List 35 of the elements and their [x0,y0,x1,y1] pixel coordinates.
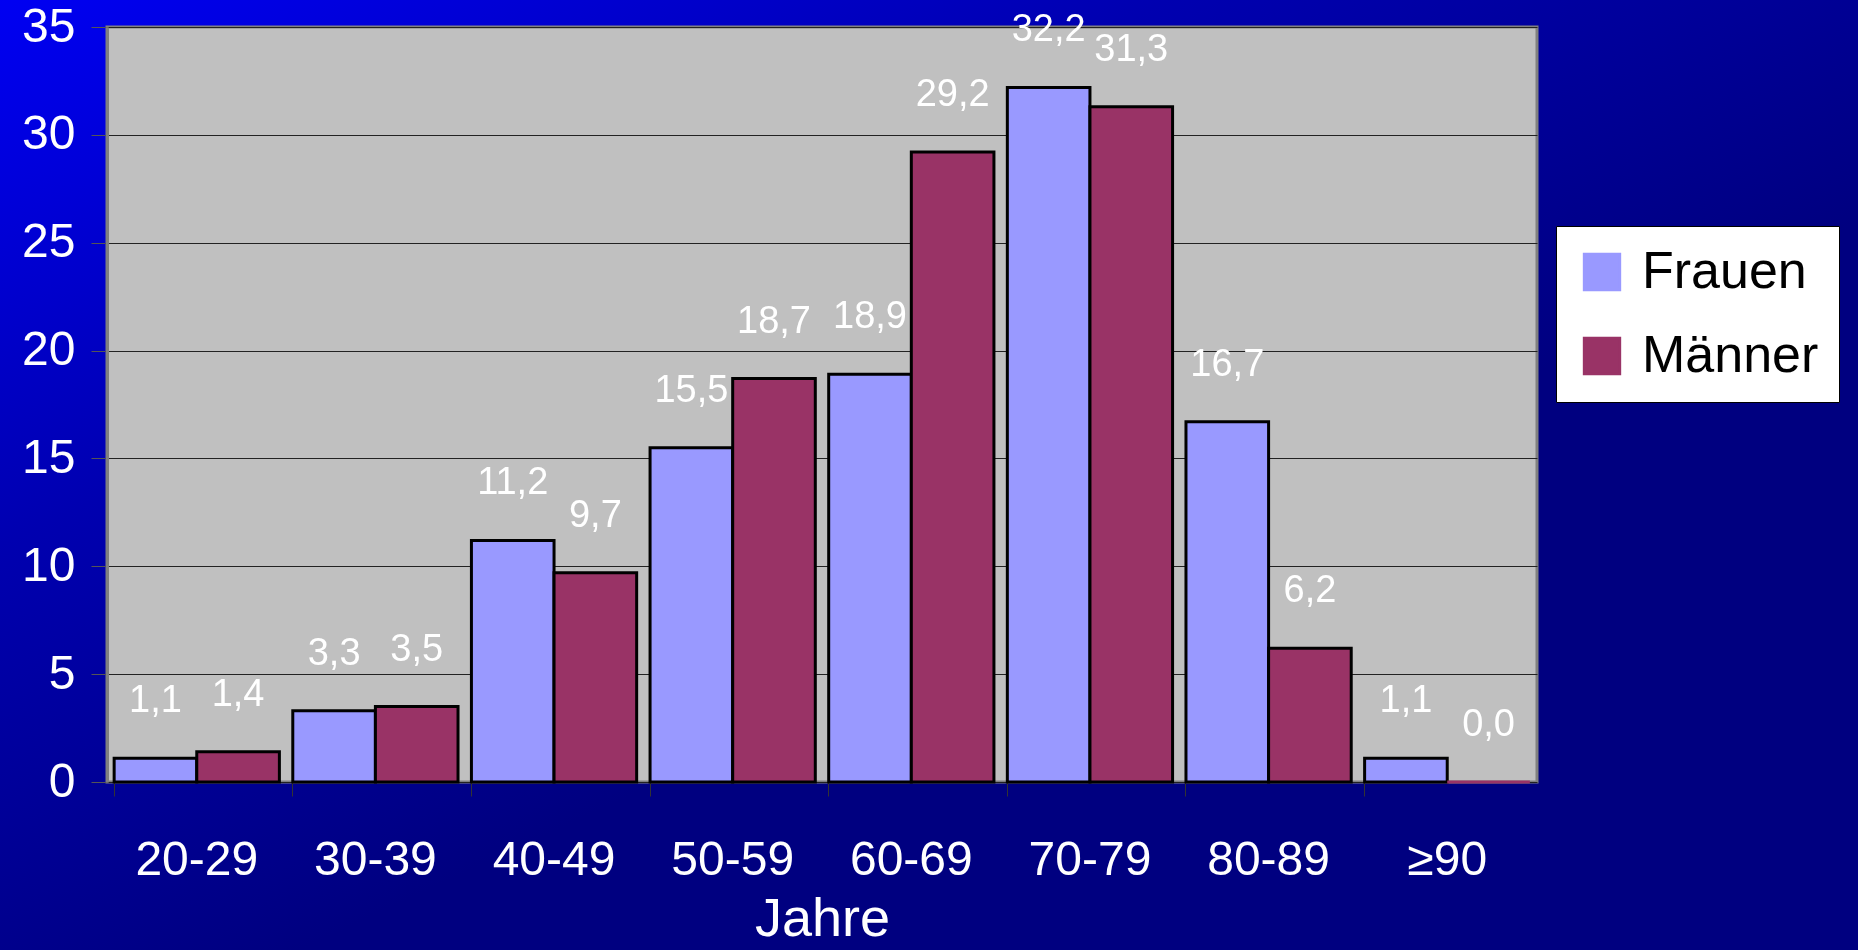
data-label: 3,5 [390,626,444,669]
data-label: 31,3 [1094,26,1169,69]
y-tick-label: 5 [48,645,76,699]
data-label: 18,7 [737,298,811,341]
x-tick-label: 30-39 [314,831,437,885]
x-tick-label: 80-89 [1207,831,1330,885]
y-tick-label: 30 [22,106,76,160]
data-label: 18,9 [833,294,907,337]
x-tick-label: 60-69 [849,831,973,885]
x-tick-label: ≥90 [1407,831,1488,885]
x-tick-label: 70-79 [1028,831,1152,885]
y-tick-label: 25 [22,214,76,268]
y-tick-label: 10 [22,537,76,591]
bar [1363,756,1449,784]
y-tick-label: 15 [22,429,76,483]
x-tick-label: 40-49 [492,831,616,885]
data-label: 0,0 [1462,702,1515,744]
y-tick-label: 35 [22,0,76,52]
y-tick-label: 0 [48,753,76,807]
y-tick-label: 20 [22,322,76,376]
data-label: 6,2 [1283,568,1337,611]
data-label: 11,2 [477,460,549,503]
data-label: 1,1 [129,678,182,721]
data-label: 1,4 [211,671,265,714]
data-label: 15,5 [654,367,729,410]
data-label: 3,3 [307,630,361,673]
legend-label: Männer [1642,325,1819,383]
x-tick-label: 50-59 [671,831,795,885]
data-label: 16,7 [1190,341,1265,384]
legend-label: Frauen [1642,241,1807,299]
data-label: 1,1 [1379,678,1433,721]
x-tick-label: 20-29 [135,831,259,885]
data-label: 29,2 [915,72,990,115]
data-label: 9,7 [568,492,622,535]
x-axis-title: Jahre [754,886,891,947]
